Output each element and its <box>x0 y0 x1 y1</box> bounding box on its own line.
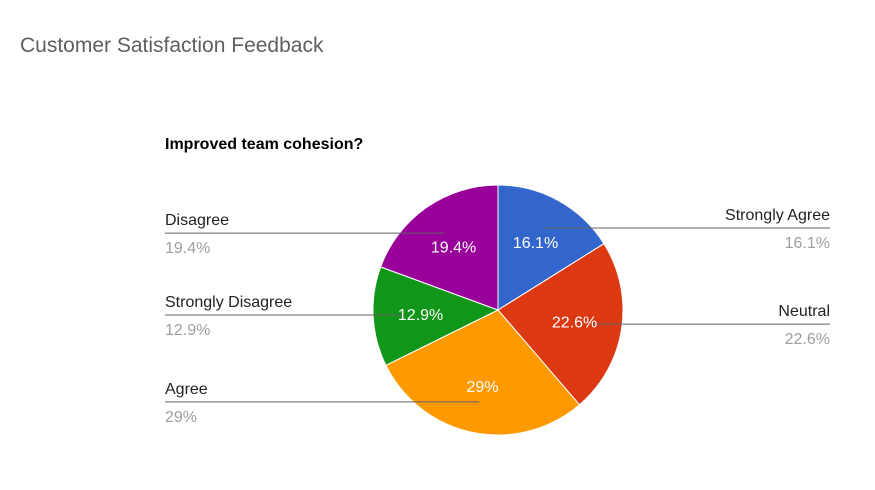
legend-value-strongly-agree: 16.1% <box>785 235 830 252</box>
legend-label-strongly-disagree: Strongly Disagree <box>165 294 292 311</box>
legend-value-neutral: 22.6% <box>785 331 830 348</box>
pie-slice-neutral[interactable] <box>497 243 624 406</box>
pie-slice-strongly-agree[interactable] <box>497 184 605 311</box>
legend-label-disagree: Disagree <box>165 212 229 229</box>
legend-value-agree: 29% <box>165 409 197 426</box>
pie-slice-agree[interactable] <box>385 309 581 436</box>
legend-value-strongly-disagree: 12.9% <box>165 322 210 339</box>
slice-value-label-strongly-agree: 16.1% <box>513 235 558 252</box>
slice-value-label-strongly-disagree: 12.9% <box>398 307 443 324</box>
pie-slice-disagree[interactable] <box>380 184 499 311</box>
legend-label-neutral: Neutral <box>778 303 830 320</box>
leader-lines <box>165 227 830 403</box>
chart-title: Improved team cohesion? <box>165 136 364 153</box>
pie-slice-strongly-disagree[interactable] <box>372 266 500 367</box>
slice-value-labels: 16.1% 22.6% 29% 12.9% 19.4% <box>398 235 597 396</box>
slice-value-label-neutral: 22.6% <box>552 315 597 332</box>
pie-slices <box>372 184 624 436</box>
slice-value-label-agree: 29% <box>466 379 498 396</box>
card-title: Customer Satisfaction Feedback <box>20 34 324 57</box>
slice-value-label-disagree: 19.4% <box>431 240 476 257</box>
legend-value-disagree: 19.4% <box>165 240 210 257</box>
legend-label-strongly-agree: Strongly Agree <box>725 207 830 224</box>
legend-label-agree: Agree <box>165 381 208 398</box>
legend-labels: Strongly Agree 16.1% Neutral 22.6% Agree 29% S… <box>165 207 830 426</box>
